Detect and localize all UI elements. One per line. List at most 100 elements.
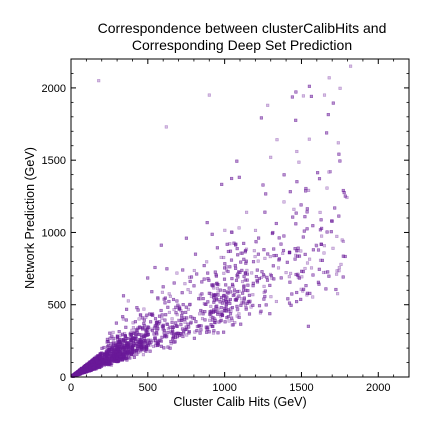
data-point bbox=[169, 339, 173, 344]
data-point bbox=[136, 339, 140, 343]
data-point bbox=[242, 299, 246, 303]
data-point bbox=[299, 249, 303, 253]
data-point bbox=[85, 367, 89, 371]
data-point bbox=[224, 265, 228, 269]
data-point bbox=[131, 336, 135, 340]
data-point bbox=[105, 359, 109, 363]
data-point bbox=[157, 322, 161, 326]
data-point bbox=[172, 340, 176, 344]
data-point bbox=[77, 371, 81, 375]
data-point bbox=[102, 358, 106, 362]
data-point bbox=[154, 331, 158, 335]
data-point bbox=[85, 365, 89, 369]
data-point bbox=[106, 363, 110, 367]
data-point bbox=[242, 257, 246, 261]
data-point bbox=[84, 366, 88, 370]
data-point bbox=[123, 350, 127, 354]
data-point bbox=[235, 290, 240, 294]
data-point bbox=[163, 301, 167, 305]
data-point bbox=[230, 277, 234, 281]
data-point bbox=[85, 365, 89, 369]
data-point bbox=[121, 338, 125, 343]
data-point bbox=[109, 345, 113, 349]
data-point bbox=[96, 357, 100, 361]
data-point bbox=[167, 299, 171, 304]
data-point bbox=[123, 349, 127, 353]
data-point bbox=[80, 367, 84, 371]
data-point bbox=[97, 79, 101, 83]
data-point bbox=[172, 308, 176, 312]
data-point bbox=[237, 315, 241, 319]
data-point bbox=[91, 360, 96, 364]
data-point bbox=[210, 324, 214, 328]
data-point bbox=[114, 352, 118, 356]
data-point bbox=[82, 368, 86, 372]
data-point bbox=[146, 343, 150, 347]
data-point bbox=[83, 367, 87, 371]
data-point bbox=[176, 331, 180, 335]
data-point bbox=[189, 315, 193, 319]
data-point bbox=[223, 306, 227, 310]
data-point bbox=[299, 297, 303, 301]
data-point bbox=[109, 354, 114, 358]
data-point bbox=[141, 326, 145, 330]
data-point bbox=[75, 371, 79, 375]
data-point bbox=[124, 318, 128, 322]
data-point bbox=[156, 327, 160, 331]
data-point bbox=[116, 350, 120, 354]
data-point bbox=[251, 284, 255, 288]
data-point bbox=[115, 353, 119, 357]
data-point bbox=[94, 359, 98, 363]
data-point bbox=[118, 356, 122, 360]
data-point bbox=[121, 342, 125, 346]
data-point bbox=[104, 350, 109, 354]
data-point bbox=[87, 369, 91, 373]
data-point bbox=[162, 328, 166, 333]
data-point bbox=[93, 364, 97, 368]
data-point bbox=[83, 366, 87, 370]
data-point bbox=[122, 347, 126, 351]
data-point bbox=[94, 360, 99, 364]
data-point bbox=[144, 349, 148, 353]
data-point bbox=[242, 297, 246, 301]
data-point bbox=[240, 268, 244, 272]
data-point bbox=[178, 332, 182, 336]
data-point bbox=[130, 347, 134, 351]
data-point bbox=[142, 346, 146, 350]
data-point bbox=[105, 362, 109, 366]
data-point bbox=[117, 345, 121, 349]
data-point bbox=[86, 368, 90, 372]
data-point bbox=[248, 299, 252, 303]
data-point bbox=[99, 355, 103, 359]
data-point bbox=[224, 309, 228, 313]
data-point bbox=[172, 340, 176, 344]
data-point bbox=[128, 332, 132, 336]
data-point bbox=[146, 276, 150, 280]
data-point bbox=[118, 350, 122, 354]
data-point bbox=[102, 358, 106, 362]
data-point bbox=[106, 360, 110, 364]
data-point bbox=[81, 369, 85, 373]
data-point bbox=[103, 360, 107, 364]
data-point bbox=[183, 327, 187, 332]
data-point bbox=[152, 344, 156, 348]
data-point bbox=[93, 359, 97, 363]
data-point bbox=[79, 369, 83, 373]
data-point bbox=[111, 353, 115, 357]
data-point bbox=[210, 318, 215, 322]
data-point bbox=[236, 272, 240, 276]
data-point bbox=[86, 368, 90, 372]
data-point bbox=[81, 367, 86, 371]
data-point bbox=[111, 330, 115, 334]
data-point bbox=[124, 353, 128, 357]
data-point bbox=[139, 347, 143, 352]
data-point bbox=[97, 356, 101, 360]
data-point bbox=[77, 370, 81, 375]
data-point bbox=[178, 319, 182, 323]
data-point bbox=[117, 343, 121, 348]
data-point bbox=[300, 275, 304, 279]
data-point bbox=[133, 349, 137, 353]
data-point bbox=[210, 324, 214, 328]
data-point bbox=[82, 368, 86, 373]
data-point bbox=[178, 307, 182, 311]
